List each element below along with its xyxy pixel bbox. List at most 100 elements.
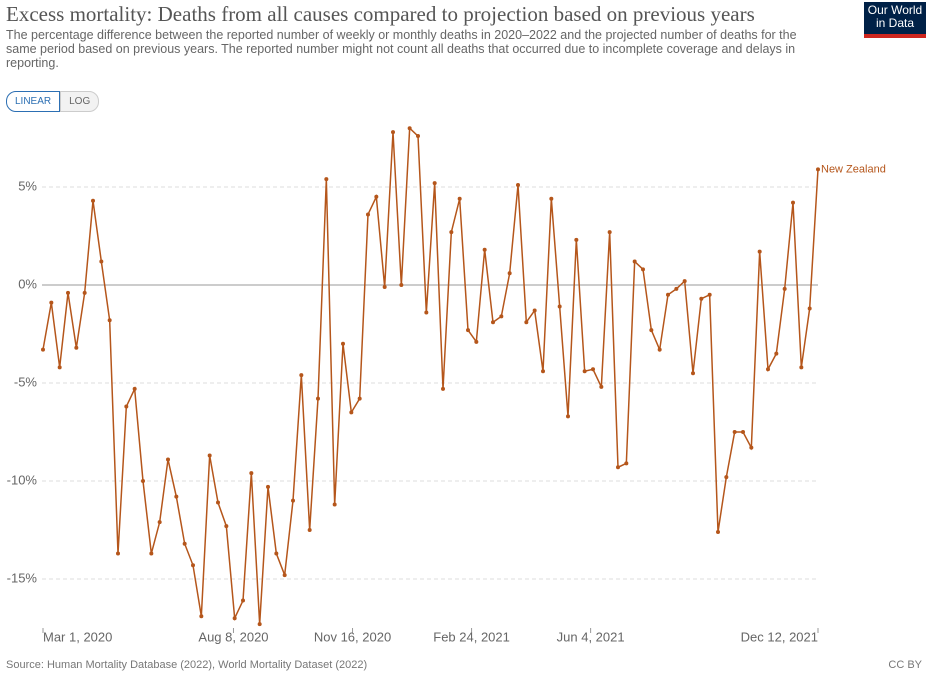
linear-button[interactable]: LINEAR	[6, 91, 61, 112]
data-point	[466, 328, 470, 333]
data-point	[541, 369, 545, 374]
data-point	[107, 318, 112, 323]
data-point	[616, 465, 620, 470]
data-point	[591, 367, 595, 372]
data-point	[791, 200, 795, 205]
license[interactable]: CC BY	[888, 659, 922, 671]
data-point	[774, 351, 779, 356]
title: Excess mortality: Deaths from all causes…	[6, 2, 755, 26]
data-point	[74, 345, 79, 350]
data-point	[249, 471, 254, 476]
data-point	[49, 300, 54, 305]
data-point	[216, 500, 220, 505]
data-point	[132, 386, 137, 391]
data-point	[149, 551, 154, 556]
data-point	[382, 284, 387, 289]
data-point	[366, 212, 370, 217]
x-tick-label: Dec 12, 2021	[741, 629, 818, 644]
data-point	[432, 181, 437, 186]
data-point	[549, 196, 554, 201]
series-label: New Zealand	[821, 163, 886, 175]
data-point	[182, 541, 187, 546]
data-point	[349, 410, 354, 415]
data-point	[474, 339, 479, 344]
y-tick-label: 5%	[18, 178, 37, 193]
data-point	[457, 196, 462, 201]
data-point	[99, 259, 104, 264]
x-tick-label: Mar 1, 2020	[43, 629, 112, 644]
data-point	[399, 283, 404, 287]
data-point	[532, 308, 537, 313]
data-point	[657, 347, 662, 352]
data-point	[232, 616, 237, 621]
data-point	[357, 396, 362, 401]
y-tick-label: -15%	[7, 570, 38, 585]
data-point	[566, 414, 570, 419]
x-tick-label: Feb 24, 2021	[433, 629, 510, 644]
data-point	[407, 126, 412, 131]
data-point	[482, 247, 487, 252]
data-point	[307, 528, 312, 532]
data-point	[574, 237, 579, 242]
data-point	[324, 177, 329, 182]
data-point	[491, 320, 495, 325]
data-point	[699, 296, 704, 301]
data-point	[91, 198, 95, 203]
data-point	[332, 502, 337, 507]
data-point	[191, 563, 195, 568]
data-point	[199, 614, 204, 619]
data-point	[724, 475, 729, 480]
data-point	[299, 373, 304, 378]
source: Source: Human Mortality Database (2022),…	[6, 659, 368, 671]
chart: -15% -10% -5% 0% 5% Mar 1, 2020 Aug 8, 2020 Nov…	[7, 126, 886, 644]
data-point	[82, 290, 87, 295]
data-point	[557, 304, 562, 309]
data-point	[507, 271, 512, 276]
data-point	[741, 430, 745, 434]
data-point	[782, 286, 787, 291]
data-point	[632, 259, 637, 264]
data-point	[66, 290, 70, 295]
x-tick-label: Jun 4, 2021	[557, 629, 625, 644]
data-point	[499, 314, 504, 319]
data-point	[291, 498, 295, 503]
data-point	[274, 551, 279, 556]
data-point	[441, 386, 445, 391]
data-point	[224, 524, 229, 529]
data-point	[316, 396, 320, 401]
data-point	[666, 292, 670, 297]
data-point	[116, 551, 120, 556]
data-point	[207, 453, 212, 458]
data-point	[716, 529, 720, 534]
data-point	[416, 134, 420, 139]
data-point	[582, 369, 587, 374]
y-tick-label: 0%	[18, 276, 37, 291]
data-point	[391, 130, 395, 135]
data-point	[707, 292, 712, 297]
data-point	[624, 461, 629, 466]
log-button[interactable]: LOG	[60, 91, 100, 112]
data-point	[749, 445, 754, 450]
data-point	[766, 367, 770, 372]
logo[interactable]: Our World in Data	[864, 2, 926, 38]
data-point	[691, 371, 695, 376]
data-point	[341, 341, 345, 346]
data-point	[816, 167, 820, 172]
data-point	[166, 457, 170, 462]
data-point	[174, 494, 179, 499]
data-point	[374, 194, 379, 199]
scale-toggle: LINEAR LOG	[6, 91, 100, 112]
subtitle: The percentage difference between the re…	[6, 28, 797, 70]
data-point	[449, 230, 454, 235]
data-point	[732, 430, 737, 434]
data-point	[641, 267, 645, 272]
data-point	[266, 484, 270, 489]
data-point	[599, 384, 604, 389]
data-point	[282, 573, 287, 578]
data-point	[799, 365, 804, 370]
data-point	[57, 365, 62, 370]
x-tick-label: Aug 8, 2020	[198, 629, 268, 644]
data-point	[241, 598, 245, 603]
data-point	[516, 183, 520, 188]
data-point	[674, 286, 679, 291]
